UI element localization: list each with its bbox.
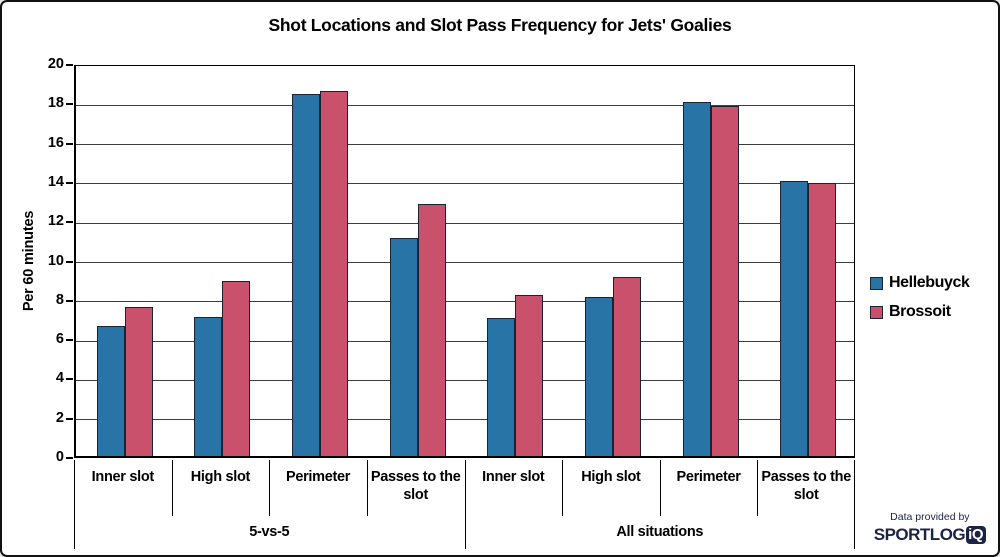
bars — [76, 66, 854, 456]
category-label: Perimeter — [676, 469, 741, 485]
y-tick-label: 0 — [55, 449, 64, 465]
y-tick-label: 16 — [47, 134, 64, 151]
bar-brossoit-0 — [124, 306, 153, 456]
legend-swatch-brossoit-icon — [870, 305, 883, 319]
bar-hellebuyck-7 — [780, 180, 809, 456]
bar-brossoit-1 — [222, 281, 251, 456]
x-axis-category-labels: Inner slot High slot Perimeter Passes to th… — [74, 460, 855, 516]
gridline — [76, 222, 854, 224]
y-tick-mark — [66, 457, 73, 459]
bar-brossoit-6 — [710, 106, 739, 456]
legend-label-brossoit: Brossoit — [889, 303, 951, 320]
y-tick-mark — [66, 64, 73, 66]
bar-brossoit-3 — [417, 204, 446, 456]
legend-label-hellebuyck: Hellebuyck — [889, 274, 970, 291]
category-label: Inner slot — [482, 469, 545, 485]
category-separator — [562, 460, 564, 516]
y-tick-mark — [66, 181, 73, 184]
y-tick-label: 20 — [47, 56, 64, 72]
y-tick-mark — [66, 221, 73, 224]
category-separator — [171, 460, 173, 516]
gridline — [76, 379, 854, 381]
bar-hellebuyck-6 — [682, 102, 711, 456]
gridline — [76, 104, 854, 106]
gridline — [76, 340, 854, 342]
bar-brossoit-7 — [808, 182, 837, 456]
gridline — [76, 144, 854, 146]
plot-area — [74, 65, 855, 458]
y-tick-mark — [66, 378, 73, 381]
y-tick-label: 4 — [55, 370, 64, 387]
group-label-all-situations: All situations — [616, 523, 704, 540]
y-tick-mark — [66, 142, 73, 145]
gridline — [76, 419, 854, 421]
bar-hellebuyck-5 — [584, 296, 613, 456]
y-tick-label: 8 — [55, 291, 64, 308]
legend-item-hellebuyck: Hellebuyck — [870, 274, 970, 292]
group-separator — [464, 460, 466, 549]
category-separator — [757, 460, 759, 516]
y-tick-label: 12 — [47, 213, 64, 230]
bar-brossoit-2 — [320, 90, 349, 456]
category-label: Passes to the slot — [761, 469, 851, 504]
bar-hellebuyck-2 — [292, 94, 321, 456]
y-tick-label: 2 — [55, 409, 64, 426]
gridline — [76, 301, 854, 303]
group-separator — [854, 460, 855, 549]
y-tick-label: 14 — [47, 173, 64, 190]
x-axis-group-labels: 5-vs-5 All situations — [74, 516, 855, 547]
attribution-text: Data provided by — [890, 511, 970, 523]
sportlogiq-logo: SPORTLOG iQ — [874, 525, 986, 545]
bar-brossoit-5 — [612, 277, 641, 456]
category-label: High slot — [581, 469, 641, 485]
bar-hellebuyck-1 — [194, 316, 223, 456]
sportlogiq-logo-text: SPORTLOG — [873, 525, 966, 544]
category-label: Inner slot — [91, 469, 155, 485]
sportlogiq-attribution: Data provided by SPORTLOG iQ — [874, 511, 986, 545]
gridline — [76, 183, 854, 185]
y-tick-mark — [66, 103, 73, 106]
y-tick-label: 18 — [47, 95, 64, 112]
y-tick-mark — [66, 299, 73, 302]
group-separator — [74, 460, 75, 549]
group-label-5vs5: 5-vs-5 — [249, 523, 290, 540]
category-separator — [659, 460, 661, 516]
legend: Hellebuyck Brossoit — [870, 274, 970, 321]
category-separator — [269, 460, 271, 516]
bar-hellebuyck-3 — [389, 237, 418, 456]
y-tick-label: 10 — [47, 252, 64, 269]
y-tick-mark — [66, 417, 73, 420]
sportlogiq-iq-badge-icon: iQ — [966, 526, 986, 544]
bar-hellebuyck-0 — [96, 326, 125, 456]
bar-brossoit-4 — [515, 294, 544, 456]
legend-swatch-hellebuyck-icon — [870, 276, 883, 290]
gridline — [76, 262, 854, 263]
y-tick-mark — [66, 339, 73, 342]
legend-item-brossoit: Brossoit — [870, 303, 970, 321]
y-tick-mark — [66, 260, 73, 263]
chart-title: Shot Locations and Slot Pass Frequency f… — [268, 15, 732, 35]
y-tick-label: 6 — [55, 331, 64, 348]
category-separator — [366, 460, 368, 516]
category-label: High slot — [190, 469, 251, 485]
bar-hellebuyck-4 — [487, 318, 516, 456]
category-label: Perimeter — [285, 469, 351, 485]
category-label: Passes to the slot — [370, 469, 461, 504]
